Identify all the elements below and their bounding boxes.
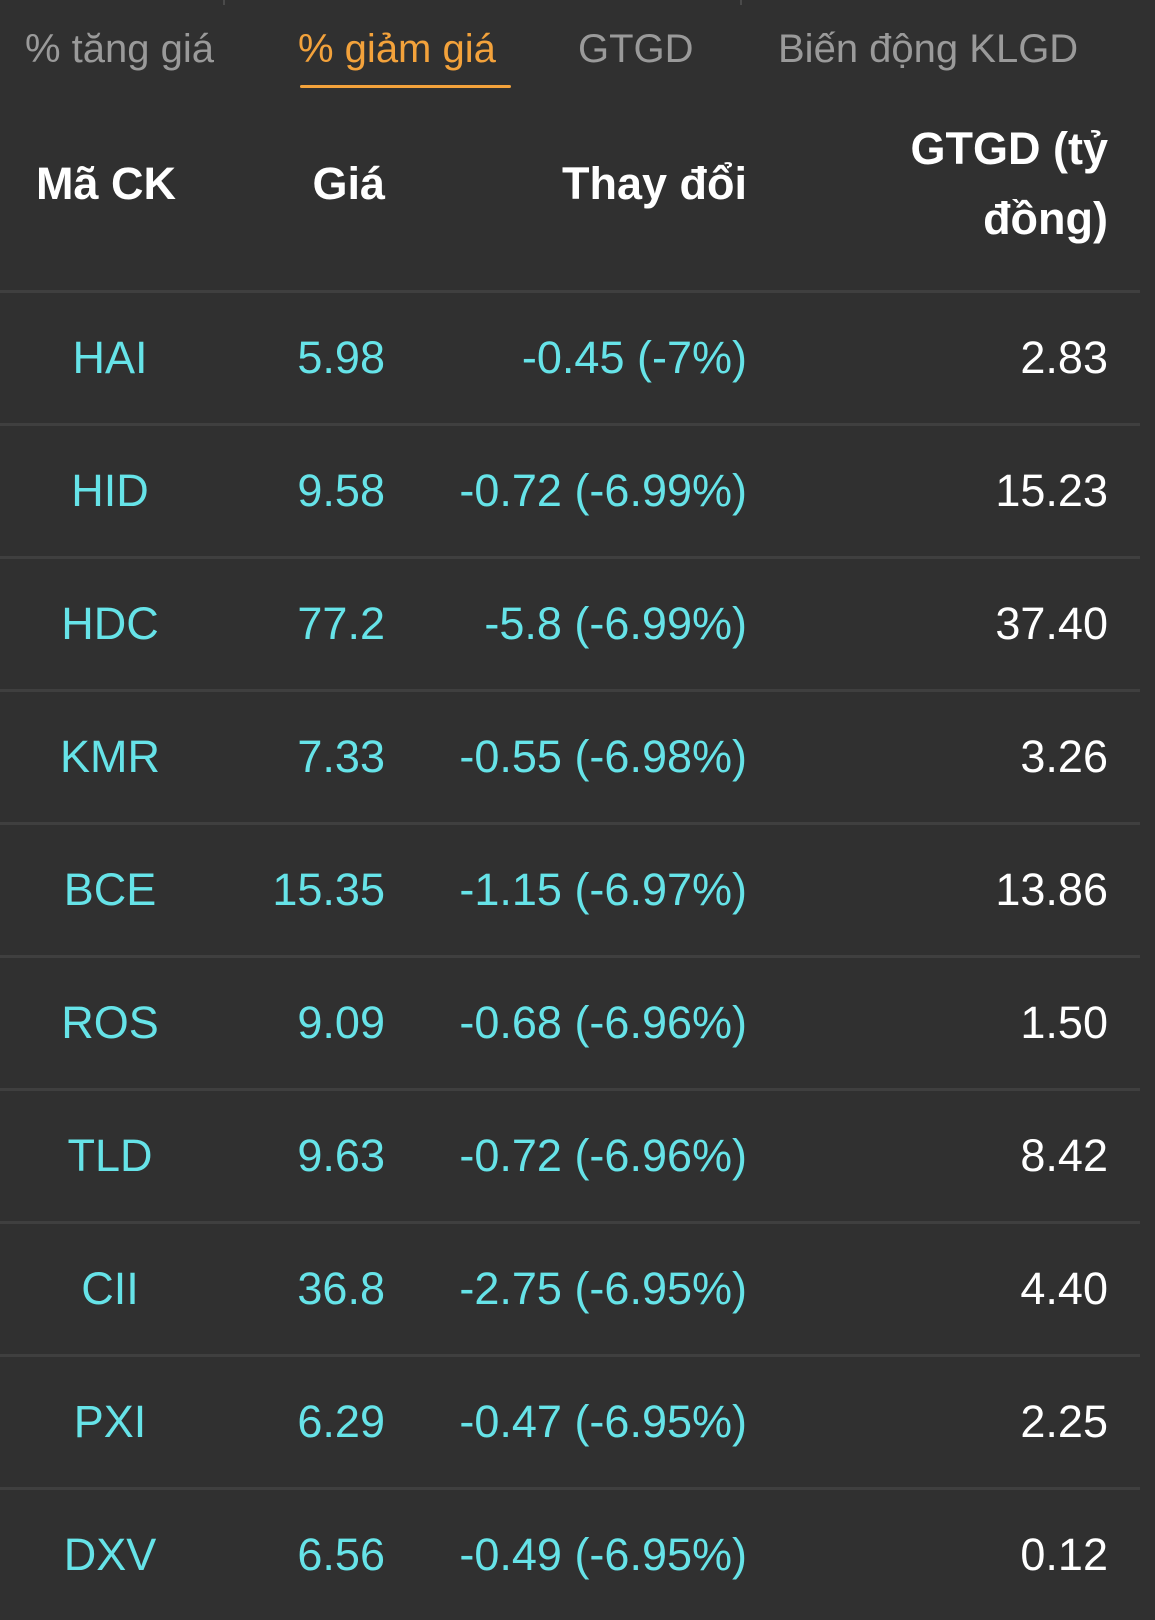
row-symbol: HID [71,465,149,516]
row-change: -0.45 (-7%) [521,332,747,383]
tab-percent-losers[interactable]: % giảm giá [298,27,496,71]
row-change: -0.68 (-6.96%) [459,997,747,1048]
row-value: 0.12 [1020,1529,1108,1580]
tab-volume-change[interactable]: Biến động KLGD [778,27,1079,71]
tab-trading-value[interactable]: GTGD [578,27,694,71]
row-change: -5.8 (-6.99%) [484,598,747,649]
row-value: 37.40 [995,598,1108,649]
row-change: -0.49 (-6.95%) [459,1529,747,1580]
row-value: 1.50 [1020,997,1108,1048]
header-symbol: Mã CK [36,158,177,209]
row-change: -0.72 (-6.96%) [459,1130,747,1181]
table-row[interactable]: BCE 15.35 -1.15 (-6.97%) 13.86 [0,825,1140,958]
row-price: 5.98 [297,332,385,383]
row-symbol: CII [81,1263,139,1314]
row-symbol: HDC [61,598,159,649]
row-change: -2.75 (-6.95%) [459,1263,747,1314]
row-price: 7.33 [297,731,385,782]
tab-bar: % tăng giá % giảm giá GTGD Biến động KLG… [0,0,1155,100]
table-row[interactable]: HDC 77.2 -5.8 (-6.99%) 37.40 [0,559,1140,692]
table-row[interactable]: CII 36.8 -2.75 (-6.95%) 4.40 [0,1224,1140,1357]
row-value: 8.42 [1020,1130,1108,1181]
row-price: 9.63 [297,1130,385,1181]
header-value-line2: đồng) [983,193,1108,244]
row-price: 77.2 [297,598,385,649]
active-tab-indicator [300,85,511,88]
row-symbol: DXV [63,1529,157,1580]
row-change: -0.47 (-6.95%) [459,1396,747,1447]
row-symbol: ROS [61,997,159,1048]
row-symbol: HAI [72,332,148,383]
tab-percent-gainers[interactable]: % tăng giá [25,27,215,71]
table-row[interactable]: PXI 6.29 -0.47 (-6.95%) 2.25 [0,1357,1140,1490]
row-value: 2.25 [1020,1396,1108,1447]
table-row[interactable]: KMR 7.33 -0.55 (-6.98%) 3.26 [0,692,1140,825]
header-price: Giá [312,158,385,209]
table-header: Mã CK Giá Thay đổi GTGD (tỷ đồng) [0,100,1140,293]
row-value: 2.83 [1020,332,1108,383]
row-symbol: PXI [73,1396,147,1447]
row-symbol: TLD [67,1130,153,1181]
row-price: 36.8 [297,1263,385,1314]
tab-divider [223,0,225,5]
row-value: 15.23 [995,465,1108,516]
table-row[interactable]: DXV 6.56 -0.49 (-6.95%) 0.12 [0,1490,1140,1620]
row-symbol: BCE [63,864,157,915]
row-change: -1.15 (-6.97%) [459,864,747,915]
row-price: 6.56 [297,1529,385,1580]
tab-divider [740,0,742,5]
header-change: Thay đổi [561,158,747,209]
table-row[interactable]: TLD 9.63 -0.72 (-6.96%) 8.42 [0,1091,1140,1224]
header-value-line1: GTGD (tỷ [910,123,1109,174]
row-price: 6.29 [297,1396,385,1447]
table-row[interactable]: HID 9.58 -0.72 (-6.99%) 15.23 [0,426,1140,559]
row-price: 15.35 [272,864,385,915]
table-row[interactable]: HAI 5.98 -0.45 (-7%) 2.83 [0,293,1140,426]
row-value: 13.86 [995,864,1108,915]
row-price: 9.58 [297,465,385,516]
row-value: 3.26 [1020,731,1108,782]
row-change: -0.72 (-6.99%) [459,465,747,516]
row-value: 4.40 [1020,1263,1108,1314]
table-row[interactable]: ROS 9.09 -0.68 (-6.96%) 1.50 [0,958,1140,1091]
row-change: -0.55 (-6.98%) [459,731,747,782]
row-price: 9.09 [297,997,385,1048]
row-symbol: KMR [60,731,160,782]
